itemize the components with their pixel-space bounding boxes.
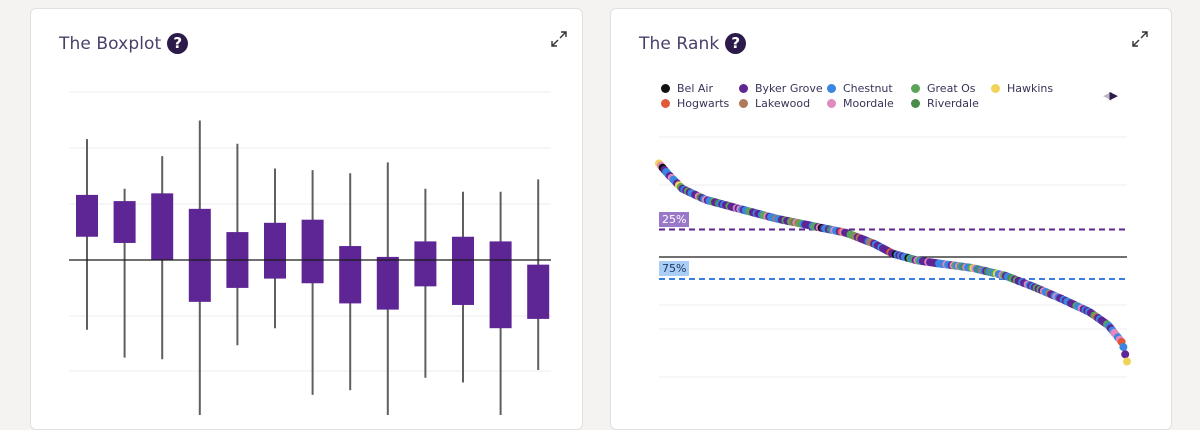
percentile-25-label: 25% <box>659 211 690 227</box>
legend-label: Chestnut <box>843 81 893 95</box>
boxplot-box <box>452 236 474 305</box>
legend-dot-icon <box>661 83 670 93</box>
help-icon[interactable]: ? <box>725 33 747 54</box>
legend-label: Moordale <box>843 96 894 110</box>
legend-item[interactable]: Riverdale <box>911 96 991 110</box>
legend-item[interactable]: Hogwarts <box>661 96 739 110</box>
boxplot-box <box>188 208 211 302</box>
boxplot-card: The Boxplot ? <box>30 8 583 430</box>
boxplot-box <box>113 201 136 243</box>
legend-label: Hogwarts <box>677 96 730 110</box>
boxplot-box <box>76 194 98 237</box>
legend-item[interactable]: Moordale <box>827 96 911 110</box>
legend-item[interactable]: Lakewood <box>739 96 827 110</box>
boxplot-box <box>264 222 286 279</box>
legend-item[interactable]: Hawkins <box>991 81 1071 95</box>
boxplot-box <box>151 193 174 260</box>
legend-pager: ◀▶ <box>1103 89 1118 102</box>
legend-dot-icon <box>911 83 920 93</box>
rank-title: The Rank <box>639 33 720 54</box>
help-icon[interactable]: ? <box>167 33 189 54</box>
boxplot-title-row: The Boxplot ? <box>59 33 189 54</box>
boxplot-chart <box>69 91 551 415</box>
legend-label: Hawkins <box>1007 81 1054 95</box>
rank-point <box>1119 343 1128 352</box>
percentile-75-label: 75% <box>659 261 690 276</box>
boxplot-box <box>301 219 324 284</box>
legend-item[interactable]: Chestnut <box>827 81 911 95</box>
legend-prev-icon[interactable]: ◀ <box>1103 89 1112 102</box>
boxplot-box <box>489 241 512 329</box>
chart-legend: Bel Air Byker Grove Chestnut Great Os Hawkin… <box>661 81 1071 110</box>
legend-dot-icon <box>827 83 836 93</box>
boxplot-title: The Boxplot <box>59 33 162 54</box>
legend-dot-icon <box>827 98 836 108</box>
legend-label: Riverdale <box>927 96 979 110</box>
legend-label: Bel Air <box>677 81 713 95</box>
legend-label: Byker Grove <box>755 81 823 95</box>
legend-item[interactable]: Great Os <box>911 81 991 95</box>
legend-dot-icon <box>991 83 1000 93</box>
rank-title-row: The Rank ? <box>639 33 747 54</box>
legend-dot-icon <box>911 98 920 108</box>
legend-label: Great Os <box>927 81 976 95</box>
legend-next-icon[interactable]: ▶ <box>1109 89 1118 102</box>
legend-dot-icon <box>661 98 670 108</box>
legend-item[interactable]: Byker Grove <box>739 81 827 95</box>
rank-card: The Rank ? Bel Air Byker Grove Chestnut Gre… <box>610 8 1172 430</box>
legend-item[interactable]: Bel Air <box>661 81 739 95</box>
boxplot-box <box>527 264 550 319</box>
legend-dot-icon <box>739 83 748 93</box>
boxplot-box <box>376 256 399 310</box>
rank-point <box>1123 357 1131 366</box>
legend-label: Lakewood <box>755 96 811 110</box>
rank-point <box>1121 350 1130 359</box>
expand-icon[interactable] <box>1130 29 1150 49</box>
expand-icon[interactable] <box>549 29 569 49</box>
rank-chart <box>655 136 1131 378</box>
legend-dot-icon <box>739 98 748 108</box>
boxplot-box <box>414 241 437 287</box>
boxplot-box <box>339 246 362 304</box>
